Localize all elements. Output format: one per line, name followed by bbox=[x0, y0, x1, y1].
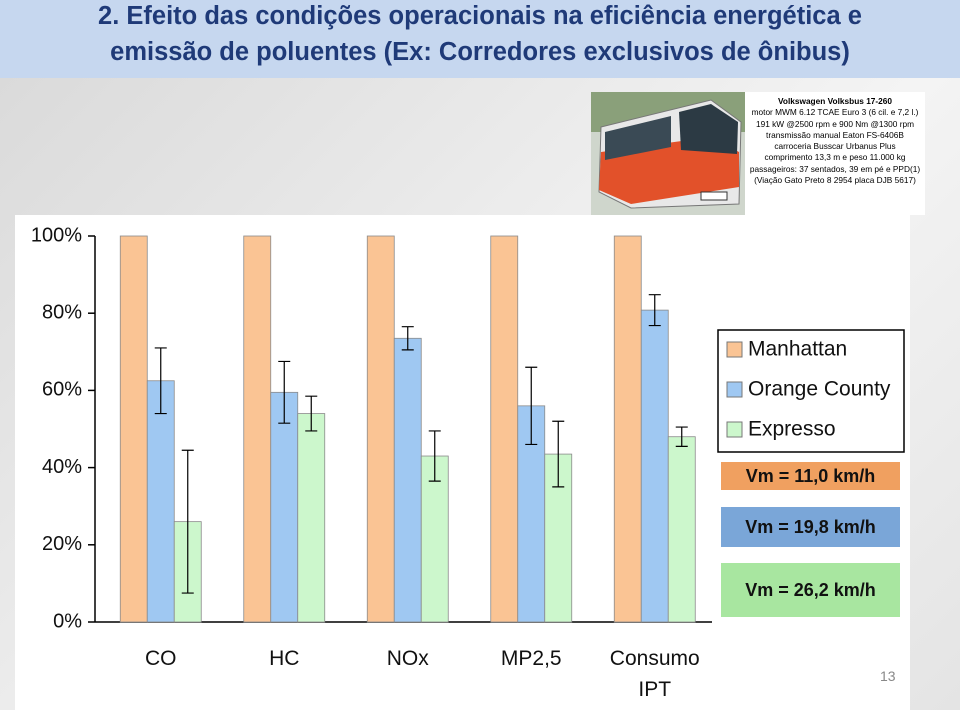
title: 2. Efeito das condições operacionais na … bbox=[98, 2, 862, 30]
bar bbox=[297, 413, 326, 623]
legend-label: Orange County bbox=[748, 378, 891, 401]
title: emissão de poluentes (Ex: Corredores exc… bbox=[110, 38, 850, 66]
bar bbox=[243, 235, 272, 623]
error-bar bbox=[181, 449, 194, 594]
bar bbox=[119, 235, 148, 623]
bar bbox=[613, 235, 642, 623]
bus-spec: Volkswagen Volksbus 17-260 motor MWM 6.12… bbox=[745, 92, 925, 215]
spec-line: passageiros: 37 sentados, 39 em pé e PPD… bbox=[749, 163, 921, 174]
y-tick-label: 40% bbox=[42, 456, 82, 478]
x-tick-label: HC bbox=[269, 647, 300, 670]
y-tick-label: 80% bbox=[42, 301, 82, 323]
bar bbox=[270, 391, 299, 623]
error-bar bbox=[401, 326, 414, 351]
spec-line: motor MWM 6.12 TCAE Euro 3 (6 cil. e 7,2… bbox=[751, 107, 919, 118]
x-tick-label: NOx bbox=[386, 647, 429, 670]
legend-swatch bbox=[726, 381, 743, 398]
page-number: 13 bbox=[880, 668, 896, 684]
legend-swatch bbox=[726, 341, 743, 358]
bar bbox=[393, 337, 422, 623]
y-tick-label: 20% bbox=[42, 533, 82, 555]
bus-photo bbox=[591, 92, 745, 215]
spec-line: 191 kW @2500 rpm e 900 Nm @1300 rpm bbox=[756, 118, 914, 129]
bar bbox=[366, 235, 395, 623]
legend-swatch bbox=[726, 421, 743, 438]
bar bbox=[667, 436, 696, 623]
speed-label: Vm = 26,2 km/h bbox=[721, 563, 900, 617]
y-tick-label: 60% bbox=[42, 379, 82, 401]
bar bbox=[640, 309, 669, 623]
x-tick-label: Consumo IPT bbox=[609, 647, 700, 701]
legend-box bbox=[717, 329, 905, 453]
title-bar: 2. Efeito das condições operacionais na … bbox=[0, 0, 960, 78]
error-bar bbox=[525, 366, 538, 446]
error-bar bbox=[552, 420, 565, 488]
speed-label: Vm = 11,0 km/h bbox=[721, 462, 900, 490]
error-bar bbox=[154, 347, 167, 415]
error-bar bbox=[675, 426, 688, 447]
bar bbox=[490, 235, 519, 623]
speed-label: Vm = 19,8 km/h bbox=[721, 507, 900, 547]
spec-line: carroceria Busscar Urbanus Plus bbox=[774, 141, 896, 152]
x-tick-label: MP2,5 bbox=[500, 647, 562, 670]
spec-line: transmissão manual Eaton FS-6406B bbox=[766, 129, 904, 140]
y-tick-label: 100% bbox=[31, 224, 82, 246]
legend-label: Expresso bbox=[748, 418, 836, 441]
bar bbox=[146, 380, 175, 623]
bar bbox=[420, 455, 449, 623]
error-bar bbox=[428, 430, 441, 482]
y-tick-label: 0% bbox=[53, 610, 82, 632]
error-bar bbox=[278, 360, 291, 424]
error-bar bbox=[648, 294, 661, 327]
spec-line: (Viação Gato Preto 8 2954 placa DJB 5617… bbox=[754, 175, 916, 186]
spec-line: Volkswagen Volksbus 17-260 bbox=[777, 96, 893, 106]
legend-label: Manhattan bbox=[748, 338, 847, 361]
error-bar bbox=[305, 395, 318, 432]
spec-line: comprimento 13,3 m e peso 11.000 kg bbox=[764, 152, 906, 163]
x-tick-label: CO bbox=[145, 647, 177, 670]
